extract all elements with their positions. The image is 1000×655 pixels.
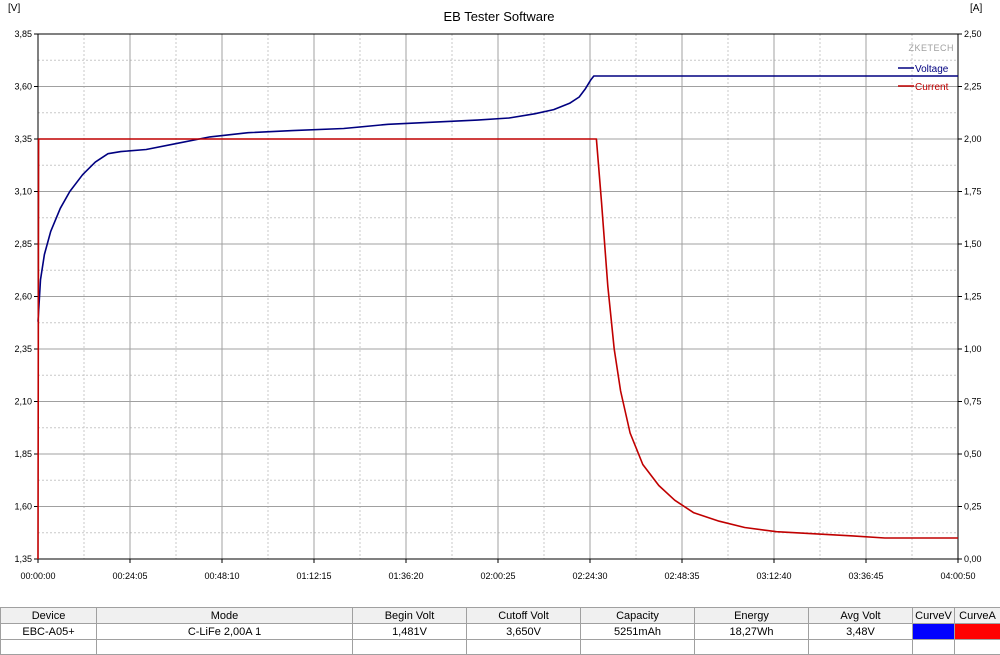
legend-current-label: Current xyxy=(915,82,949,93)
header-device: Device xyxy=(0,607,97,624)
x-axis-ticks: 00:00:00 00:24:05 00:48:10 01:12:15 01:36:20… xyxy=(20,559,976,581)
left-axis-unit: [V] xyxy=(8,3,20,14)
x-tick-label: 01:12:15 xyxy=(296,571,331,581)
right-tick-label: 1,50 xyxy=(964,239,982,249)
stats-header-row: Device Mode Begin Volt Cutoff Volt Capac… xyxy=(0,607,1000,624)
empty-cell xyxy=(96,639,353,655)
chart: EB Tester Software [V] [A] 3,853,603,353… xyxy=(8,3,982,581)
left-axis-ticks: 3,85 3,60 3,35 3,10 2,85 2,60 2,35 2,10 1,85 1,60… xyxy=(14,29,38,564)
left-tick-label: 2,85 xyxy=(14,239,32,249)
value-begin-volt: 1,481V xyxy=(352,623,467,640)
x-tick-label: 03:12:40 xyxy=(756,571,791,581)
right-axis-ticks: 2,50 2,25 2,00 1,75 1,50 1,25 1,00 0,75 0,50 0,25… xyxy=(958,29,982,564)
x-tick-label: 03:36:45 xyxy=(848,571,883,581)
empty-cell xyxy=(580,639,695,655)
right-tick-label: 2,25 xyxy=(964,82,982,92)
header-cutoff-volt: Cutoff Volt xyxy=(466,607,581,624)
x-tick-label: 00:24:05 xyxy=(112,571,147,581)
value-mode: C-LiFe 2,00A 1 xyxy=(96,623,353,640)
value-capacity: 5251mAh xyxy=(580,623,695,640)
header-capacity: Capacity xyxy=(580,607,695,624)
right-tick-label: 2,50 xyxy=(964,29,982,39)
empty-cell xyxy=(912,639,955,655)
series-layer xyxy=(37,75,958,560)
left-tick-label: 3,85 xyxy=(14,29,32,39)
x-tick-label: 02:24:30 xyxy=(572,571,607,581)
right-tick-label: 2,00 xyxy=(964,134,982,144)
x-tick-label: 00:48:10 xyxy=(204,571,239,581)
value-avg-volt: 3,48V xyxy=(808,623,913,640)
empty-cell xyxy=(808,639,913,655)
empty-cell xyxy=(954,639,1000,655)
grid xyxy=(37,33,959,560)
legend-voltage-label: Voltage xyxy=(915,64,949,75)
header-curve-v: CurveV xyxy=(912,607,955,624)
value-device: EBC-A05+ xyxy=(0,623,97,640)
right-tick-label: 0,50 xyxy=(964,449,982,459)
header-avg-volt: Avg Volt xyxy=(808,607,913,624)
curve-a-color-swatch[interactable] xyxy=(955,624,1000,639)
x-tick-label: 00:00:00 xyxy=(20,571,55,581)
left-tick-label: 1,60 xyxy=(14,502,32,512)
left-tick-label: 2,10 xyxy=(14,397,32,407)
empty-cell xyxy=(0,639,97,655)
value-cutoff-volt: 3,650V xyxy=(466,623,581,640)
chart-title: EB Tester Software xyxy=(443,9,554,24)
empty-cell xyxy=(352,639,467,655)
value-energy: 18,27Wh xyxy=(694,623,809,640)
x-tick-label: 02:48:35 xyxy=(664,571,699,581)
empty-cell xyxy=(694,639,809,655)
watermark: ZKETECH xyxy=(908,43,954,53)
empty-cell xyxy=(466,639,581,655)
legend: Voltage Current xyxy=(898,64,949,93)
series-line-voltage xyxy=(37,75,958,322)
stats-value-row: EBC-A05+ C-LiFe 2,00A 1 1,481V 3,650V 52… xyxy=(0,623,1000,640)
right-tick-label: 1,25 xyxy=(964,292,982,302)
right-tick-label: 0,25 xyxy=(964,502,982,512)
right-tick-label: 1,75 xyxy=(964,187,982,197)
stats-table: Device Mode Begin Volt Cutoff Volt Capac… xyxy=(0,607,1000,655)
header-begin-volt: Begin Volt xyxy=(352,607,467,624)
curve-v-swatch-cell[interactable] xyxy=(912,623,955,640)
left-tick-label: 3,35 xyxy=(14,134,32,144)
curve-v-color-swatch[interactable] xyxy=(913,624,954,639)
series-line-current xyxy=(37,138,958,560)
right-tick-label: 0,00 xyxy=(964,554,982,564)
right-tick-label: 1,00 xyxy=(964,344,982,354)
left-tick-label: 2,60 xyxy=(14,292,32,302)
left-tick-label: 2,35 xyxy=(14,344,32,354)
x-tick-label: 01:36:20 xyxy=(388,571,423,581)
x-tick-label: 04:00:50 xyxy=(940,571,975,581)
header-curve-a: CurveA xyxy=(954,607,1000,624)
curve-a-swatch-cell[interactable] xyxy=(954,623,1000,640)
header-energy: Energy xyxy=(694,607,809,624)
x-tick-label: 02:00:25 xyxy=(480,571,515,581)
left-tick-label: 1,35 xyxy=(14,554,32,564)
right-tick-label: 0,75 xyxy=(964,397,982,407)
header-mode: Mode xyxy=(96,607,353,624)
left-tick-label: 3,60 xyxy=(14,82,32,92)
stats-empty-row xyxy=(0,639,1000,655)
left-tick-label: 3,10 xyxy=(14,187,32,197)
left-tick-label: 1,85 xyxy=(14,449,32,459)
right-axis-unit: [A] xyxy=(970,3,982,14)
